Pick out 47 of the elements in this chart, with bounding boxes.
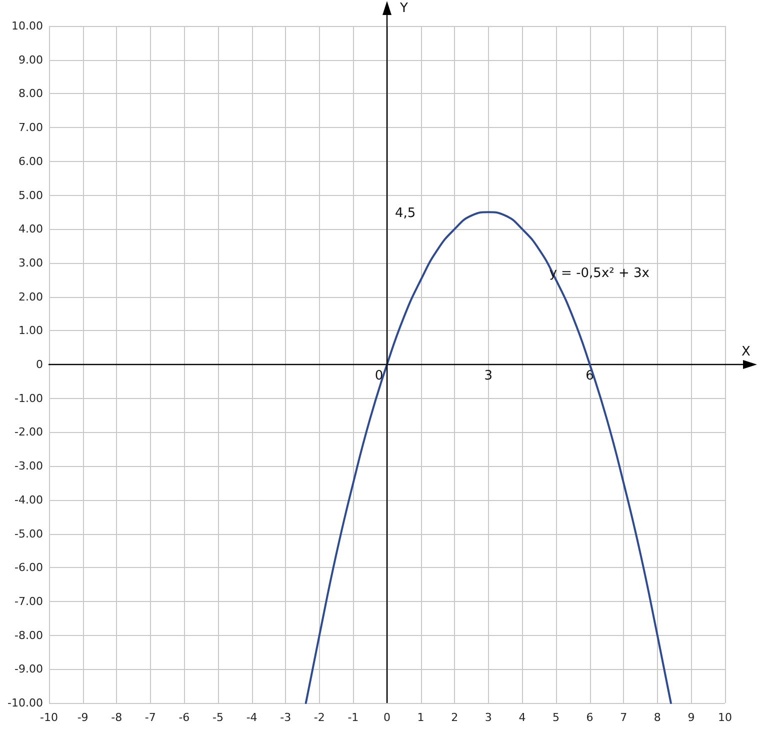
y-tick-label: 9.00 (18, 53, 43, 66)
x-tick-label: -5 (212, 711, 224, 724)
x-tick-label: 9 (688, 711, 695, 724)
y-tick-label: 1.00 (18, 324, 43, 338)
x-tick-label: 7 (620, 711, 628, 724)
y-tick-label: -4.00 (14, 493, 43, 506)
y-tick-label: -6.00 (14, 561, 43, 574)
x2-tick-label: 3 (484, 368, 493, 384)
x-axis-title: X (742, 344, 751, 359)
x-tick-label: -3 (280, 711, 292, 724)
y-tick-label: 10.00 (12, 20, 43, 32)
y-tick-label: 8.00 (18, 87, 43, 100)
x-tick-label: -7 (144, 711, 156, 724)
y-tick-label: -7.00 (14, 594, 43, 608)
annotation: 4,5 (395, 206, 416, 220)
x-tick-label: 1 (417, 711, 424, 724)
y-tick-label: -2.00 (14, 426, 43, 439)
y-tick-label: -1.00 (14, 392, 43, 405)
x-tick-label: 8 (654, 711, 661, 724)
x-tick-label: -1 (348, 711, 359, 724)
y-tick-label: -10.00 (8, 696, 43, 710)
y-tick-label: 7.00 (18, 121, 43, 134)
y-tick-label: 5.00 (18, 188, 43, 202)
x-tick-label: 3 (484, 711, 492, 724)
y-tick-label: -3.00 (14, 460, 43, 473)
x-tick-label: 0 (384, 711, 390, 724)
y-tick-label: 2.00 (18, 290, 43, 304)
x-tick-label: -2 (314, 711, 325, 724)
y-tick-label: 3.00 (18, 256, 43, 270)
x-tick-label: 10 (718, 711, 732, 724)
x2-tick-label: 0 (374, 368, 384, 384)
x-tick-label: -8 (111, 711, 122, 724)
x-tick-label: -10 (40, 711, 58, 724)
x-tick-label: 4 (518, 711, 526, 724)
x-tick-label: -9 (77, 711, 88, 724)
y-tick-label: 6.00 (18, 154, 43, 168)
y-tick-label: -9.00 (14, 662, 43, 676)
x-tick-label: -4 (246, 711, 258, 724)
x-tick-label: -6 (178, 711, 190, 724)
y-axis-title: Y (399, 0, 408, 16)
x-tick-label: 2 (451, 711, 458, 724)
y-tick-label: -8.00 (14, 628, 43, 642)
x-tick-label: 6 (586, 711, 594, 724)
x-tick-label: 5 (552, 711, 560, 724)
y-tick-label: 0 (36, 358, 43, 371)
y-tick-label: -5.00 (14, 527, 43, 540)
y-tick-label: 4.00 (18, 222, 43, 236)
